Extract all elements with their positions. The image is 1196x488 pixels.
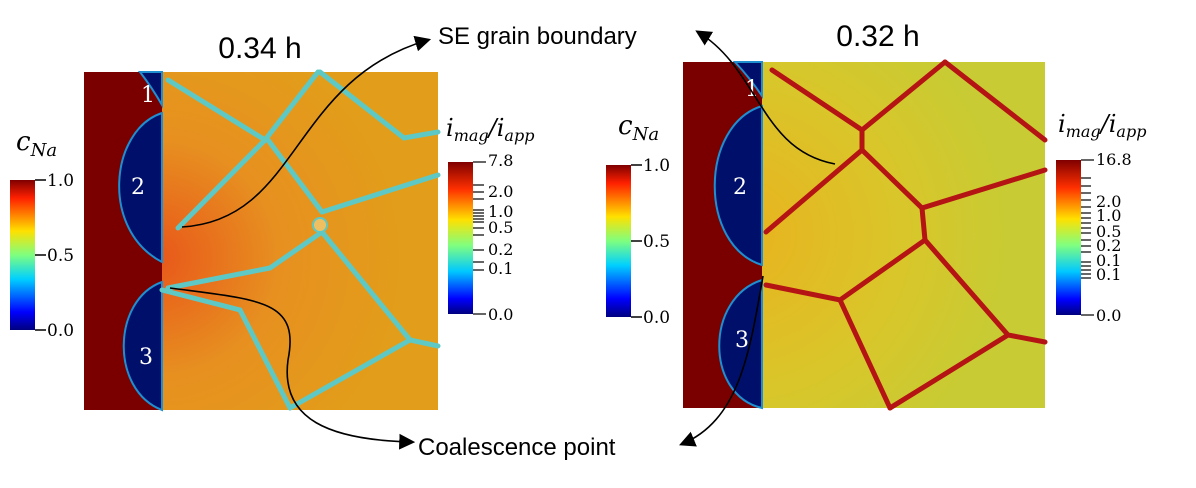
imag-tick-left-5: 0.2 [488, 240, 513, 259]
anode-label-1-left: 1 [141, 83, 155, 108]
annotation-coalescence-point: Coalescence point [418, 434, 616, 461]
arrow-grain-boundary-left [181, 35, 432, 228]
anode-lobe-3-right [718, 278, 763, 410]
cna-tick-mid-right: 0.5 [643, 232, 670, 252]
anode-label-2-right: 2 [733, 175, 747, 200]
title-left: 0.34 h [218, 32, 301, 65]
anode-label-3-left: 3 [139, 345, 153, 370]
simulation-panel-right: 1 2 3 [683, 59, 1048, 411]
imag-label-right: imag/iapp [1058, 110, 1146, 141]
imag-tick-right-1: 16.8 [1096, 150, 1132, 169]
arrow-grain-boundary-right [695, 30, 836, 165]
cna-tick-mid-left: 0.5 [47, 246, 74, 266]
arrow-coalescence-left [169, 287, 416, 450]
imag-tick-right-3: 1.0 [1096, 206, 1121, 225]
cna-tick-max-right: 1.0 [643, 156, 670, 176]
imag-tick-right-2: 2.0 [1096, 192, 1121, 211]
grain-boundaries-left [159, 69, 441, 411]
annotation-grain-boundary: SE grain boundary [438, 23, 637, 50]
cna-label-left: cNa [16, 127, 57, 161]
imag-label-left: imag/iapp [446, 114, 534, 145]
imag-tick-right-5: 0.2 [1096, 236, 1121, 255]
imag-tick-right-8: 0.0 [1096, 306, 1121, 325]
anode-lobe-2-left [118, 111, 163, 264]
colorbar-cna-right: cNa 1.0 0.5 0.0 [606, 111, 670, 328]
grain-boundaries-right [763, 59, 1048, 411]
colorbar-cna-left: cNa 1.0 0.5 0.0 [10, 127, 74, 341]
cna-tick-min-left: 0.0 [47, 321, 74, 341]
simulation-panel-left: 1 2 3 [84, 69, 441, 412]
anode-lobe-2-right [713, 104, 763, 267]
anode-lobe-1-left [137, 71, 163, 109]
imag-tick-left-2: 2.0 [488, 182, 513, 201]
anode-label-1-right: 1 [745, 77, 759, 102]
imag-tick-right-6: 0.1 [1096, 251, 1121, 270]
anode-lobe-1-right [732, 61, 763, 100]
cna-label-right: cNa [618, 111, 659, 145]
imag-tick-left-3: 1.0 [488, 202, 513, 221]
colorbar-imag-right: imag/iapp 16.8 2.0 1.0 0.5 [1056, 110, 1146, 325]
cna-tick-max-left: 1.0 [47, 171, 74, 191]
title-right: 0.32 h [836, 20, 919, 53]
cna-tick-min-right: 0.0 [643, 308, 670, 328]
colorbar-imag-left: imag/iapp 7.8 2.0 1.0 0.5 0.2 0.1 0.0 [446, 114, 534, 324]
anode-label-2-left: 2 [131, 175, 145, 200]
annotation-arrows [169, 30, 836, 450]
imag-tick-left-1: 7.8 [488, 151, 513, 170]
imag-tick-left-4: 0.5 [488, 218, 513, 237]
imag-tick-left-6: 0.1 [488, 259, 513, 278]
imag-tick-left-7: 0.0 [488, 305, 513, 324]
imag-tick-right-4: 0.5 [1096, 222, 1121, 241]
anode-label-3-right: 3 [735, 328, 749, 353]
arrow-coalescence-right [679, 275, 764, 447]
imag-tick-right-7: 0.1 [1096, 265, 1121, 284]
junction-left [312, 217, 328, 233]
anode-lobe-3-left [122, 280, 163, 412]
